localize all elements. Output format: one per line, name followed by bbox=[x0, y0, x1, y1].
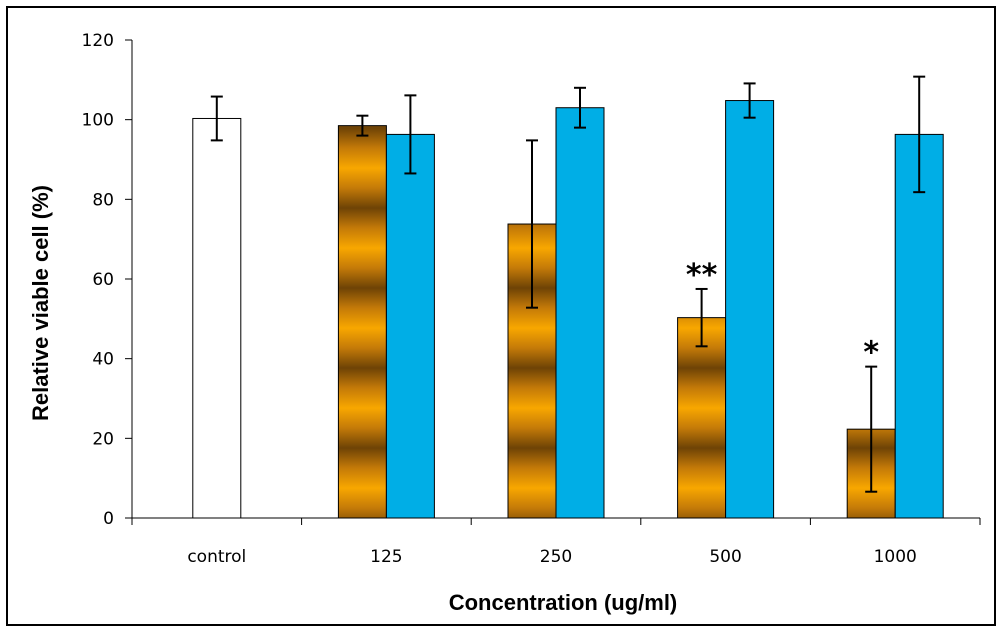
y-axis-title: Relative viable cell (%) bbox=[28, 185, 53, 421]
x-tick-label: 1000 bbox=[874, 547, 917, 567]
y-tick-label: 0 bbox=[103, 509, 114, 529]
y-tick-label: 120 bbox=[82, 31, 114, 51]
x-tick-label: 125 bbox=[370, 547, 402, 567]
bar-series-1 bbox=[677, 317, 727, 519]
error-bars-group bbox=[210, 75, 926, 493]
x-tick-label: 500 bbox=[709, 547, 741, 567]
significance-label: * bbox=[863, 336, 879, 371]
y-tick-label: 100 bbox=[82, 111, 114, 131]
bar-series-1 bbox=[337, 125, 387, 519]
y-tick-label: 80 bbox=[92, 190, 114, 210]
y-tick-label: 60 bbox=[92, 270, 114, 290]
chart-frame: 0 20 40 60 80 100 120 control 125 250 500 1000 ** * C… bbox=[6, 6, 996, 626]
x-tick-label: control bbox=[187, 547, 246, 567]
y-tick-label: 20 bbox=[92, 429, 114, 449]
bar-control bbox=[192, 117, 242, 519]
y-tick-label: 40 bbox=[92, 350, 114, 370]
x-axis-title: Concentration (ug/ml) bbox=[449, 590, 678, 615]
bar-series-2 bbox=[555, 107, 605, 519]
bar-series-2 bbox=[894, 133, 944, 519]
x-tick-label: 250 bbox=[540, 547, 572, 567]
bar-series-2 bbox=[385, 133, 435, 519]
bars-group bbox=[192, 100, 944, 519]
significance-label: ** bbox=[686, 258, 718, 293]
bar-series-2 bbox=[725, 100, 775, 519]
